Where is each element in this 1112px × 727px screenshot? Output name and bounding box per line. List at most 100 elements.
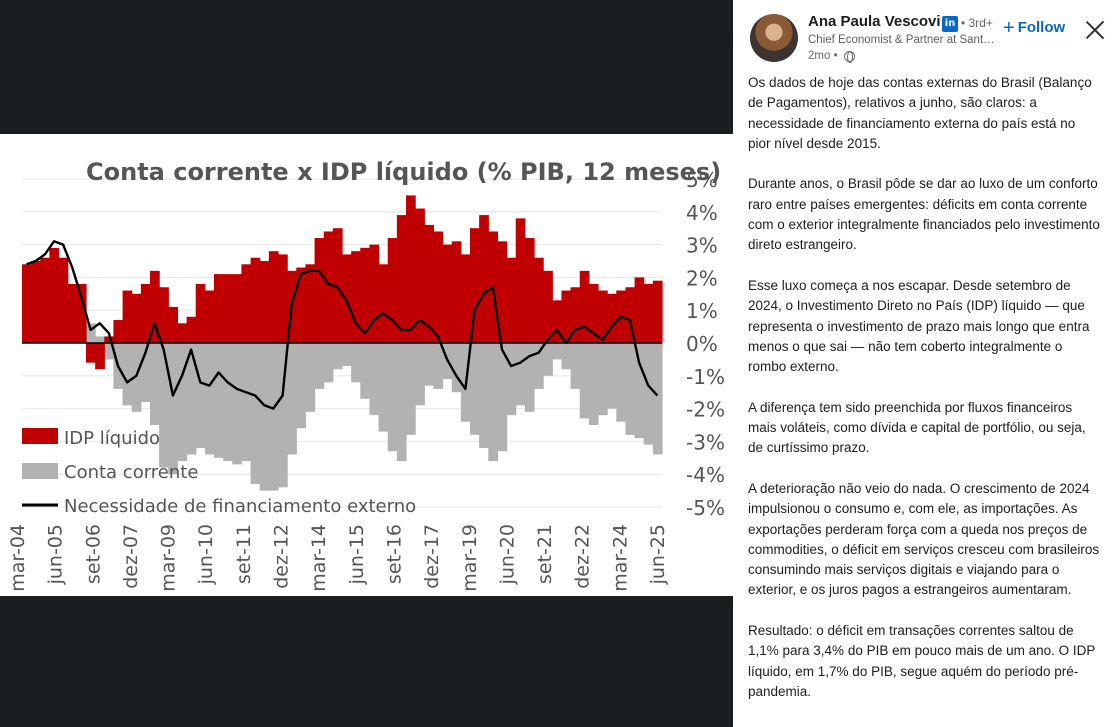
conta-corrente-bar xyxy=(607,343,617,409)
conta-corrente-bar xyxy=(159,343,169,468)
y-tick-label: 1% xyxy=(686,299,718,323)
idp-bar xyxy=(58,257,69,343)
y-tick-label: 5% xyxy=(686,168,718,192)
y-tick-label: 3% xyxy=(686,234,718,258)
idp-bar xyxy=(442,244,453,343)
idp-bar xyxy=(22,264,32,343)
conta-corrente-bar xyxy=(579,343,590,419)
conta-corrente-bar xyxy=(332,343,343,370)
idp-bar xyxy=(214,274,224,343)
conta-corrente-bar xyxy=(497,343,508,452)
conta-corrente-bar xyxy=(287,343,297,455)
idp-bar xyxy=(561,290,572,343)
y-tick-label: -1% xyxy=(686,365,725,389)
y-tick-label: 0% xyxy=(686,332,718,356)
idp-bar xyxy=(360,247,371,343)
conta-corrente-bar xyxy=(268,343,279,491)
x-tick-label: set-21 xyxy=(534,524,556,584)
conta-corrente-bar xyxy=(314,343,325,389)
x-tick-label: set-11 xyxy=(233,524,255,584)
x-tick-label: jun-25 xyxy=(647,524,669,585)
idp-bar xyxy=(543,270,553,343)
follow-button[interactable]: + Follow xyxy=(1003,17,1065,40)
idp-bar xyxy=(259,261,270,343)
idp-bar xyxy=(250,257,261,343)
post-paragraph: Durante anos, o Brasil pôde se dar ao lu… xyxy=(748,176,1100,253)
series-line-necessidade xyxy=(26,240,659,410)
post-paragraph: Esse luxo começa a nos escapar. Desde se… xyxy=(748,277,1090,375)
conta-corrente-bar xyxy=(415,343,425,406)
idp-bar xyxy=(150,270,160,343)
x-axis-ticks: mar-04 jun-05 set-06 dez-07 mar-09 jun-10 set-… xyxy=(7,524,669,592)
idp-bar xyxy=(479,215,489,343)
x-tick-label: dez-22 xyxy=(572,524,594,589)
idp-bar xyxy=(534,257,544,343)
conta-corrente-bar xyxy=(241,343,252,462)
conta-corrente-bar xyxy=(570,343,581,389)
conta-corrente-bar xyxy=(86,323,96,343)
conta-corrente-bar xyxy=(186,343,197,455)
conta-corrente-bar xyxy=(177,343,188,462)
idp-bar xyxy=(186,316,197,343)
idp-bar xyxy=(579,270,590,343)
conta-corrente-bar xyxy=(122,343,133,406)
post-paragraph: A diferença tem sido preenchida por flux… xyxy=(748,399,1086,456)
linkedin-icon: in xyxy=(942,16,958,32)
idp-bar xyxy=(86,343,96,363)
legend: IDP líquido Conta corrente Necessidade d… xyxy=(22,428,416,517)
idp-bar xyxy=(424,224,435,343)
idp-bar xyxy=(241,264,252,343)
conta-corrente-bar xyxy=(588,343,599,425)
author-name[interactable]: Ana Paula Vescovi xyxy=(808,13,941,30)
conta-corrente-bar xyxy=(515,343,526,406)
legend-swatch-idp xyxy=(22,428,58,444)
idp-bar xyxy=(223,274,233,343)
idp-bar xyxy=(406,195,416,343)
idp-bar xyxy=(332,228,343,343)
idp-bar xyxy=(49,247,60,343)
idp-bar xyxy=(506,257,517,343)
conta-corrente-bar xyxy=(634,343,645,439)
x-tick-label: mar-09 xyxy=(158,524,180,592)
post-paragraph: A deterioração não veio do nada. O cresc… xyxy=(748,480,1100,598)
post-panel: Ana Paula Vescovi in • 3rd+ Chief Econom… xyxy=(733,0,1112,727)
y-tick-label: -4% xyxy=(686,463,725,487)
conta-corrente-bar xyxy=(305,343,316,412)
x-tick-label: dez-12 xyxy=(271,524,293,589)
idp-bar xyxy=(323,231,334,343)
idp-bar xyxy=(131,293,142,343)
idp-bar xyxy=(296,267,307,343)
conta-corrente-bar xyxy=(598,343,608,416)
x-tick-label: mar-14 xyxy=(308,524,330,592)
author-avatar[interactable] xyxy=(750,14,798,62)
conta-corrente-bar xyxy=(534,343,544,389)
idp-bar xyxy=(314,238,325,343)
y-tick-label: 4% xyxy=(686,201,718,225)
post-time: 2mo • xyxy=(808,50,838,62)
idp-bar xyxy=(451,241,462,343)
idp-bar xyxy=(515,218,526,343)
x-tick-label: dez-07 xyxy=(120,524,142,589)
conta-corrente-bar xyxy=(561,343,572,370)
idp-bar xyxy=(497,241,508,343)
conta-corrente-bar xyxy=(616,343,627,422)
conta-corrente-bar xyxy=(140,343,151,403)
conta-corrente-bar xyxy=(524,343,535,412)
idp-bar xyxy=(159,287,169,343)
close-icon[interactable] xyxy=(1084,19,1106,41)
legend-label-idp: IDP líquido xyxy=(64,428,160,449)
legend-label-cc: Conta corrente xyxy=(64,462,198,483)
conta-corrente-bar xyxy=(195,343,206,448)
x-tick-label: jun-20 xyxy=(496,524,518,585)
idp-bar xyxy=(396,215,407,343)
conta-corrente-bar xyxy=(131,343,142,412)
x-tick-label: jun-15 xyxy=(346,524,368,585)
idp-bar xyxy=(433,231,444,343)
conta-corrente-bar xyxy=(168,343,179,475)
author-headline: Chief Economist & Partner at Santander xyxy=(808,34,998,46)
conta-corrente-bar xyxy=(652,343,663,455)
x-tick-label: mar-24 xyxy=(609,524,631,592)
image-viewer: Conta corrente x IDP líquido (% PIB, 12 … xyxy=(0,134,733,596)
conta-corrente-bar xyxy=(296,343,307,429)
